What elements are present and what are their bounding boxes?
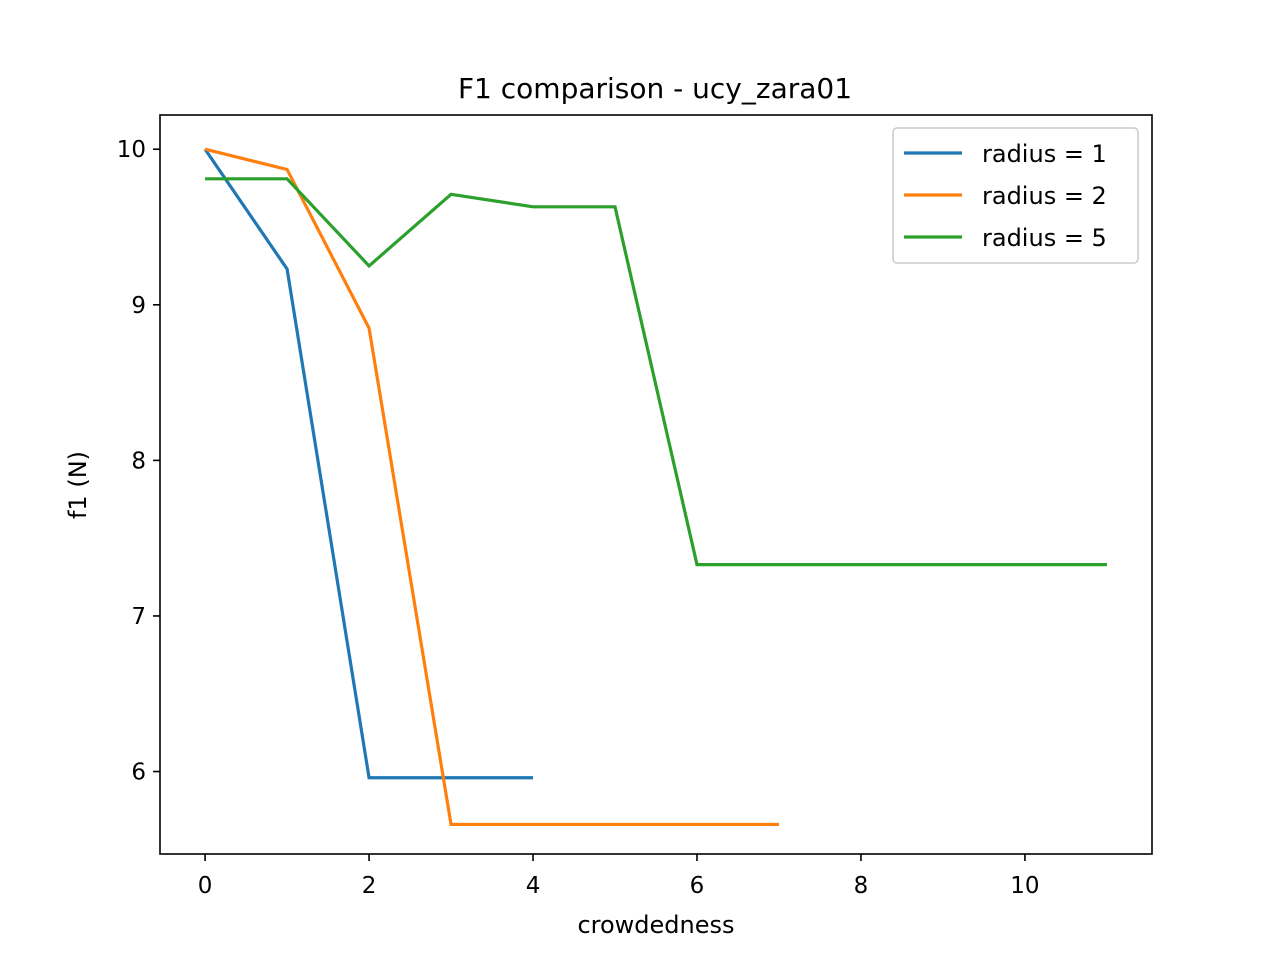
y-tick-label: 10 [117, 137, 146, 163]
y-tick-label: 7 [131, 604, 146, 630]
x-axis-label: crowdedness [577, 911, 734, 939]
series-line-3 [205, 177, 1107, 567]
legend-box [892, 127, 1139, 264]
x-tick-label: 0 [198, 873, 213, 899]
x-tick-label: 2 [362, 873, 377, 899]
legend: radius = 1 radius = 2 radius = 5 [892, 127, 1139, 264]
y-axis: 6 7 8 9 10 [117, 137, 160, 786]
legend-label-2: radius = 2 [982, 182, 1107, 210]
plot-frame [159, 114, 1153, 855]
legend-label-1: radius = 1 [982, 140, 1107, 168]
series-line-1 [203, 148, 534, 780]
y-tick-label: 9 [131, 293, 146, 319]
x-tick-label: 10 [1010, 873, 1039, 899]
plot-area [203, 147, 1107, 827]
series-line-2 [204, 147, 779, 827]
chart-title: F1 comparison - ucy_zara01 [458, 72, 852, 105]
x-axis: 0 2 4 6 8 10 [198, 854, 1040, 899]
y-tick-label: 6 [131, 760, 146, 786]
legend-label-3: radius = 5 [982, 224, 1107, 252]
y-axis-label: f1 (N) [64, 451, 92, 519]
x-tick-label: 6 [690, 873, 705, 899]
x-tick-label: 8 [854, 873, 869, 899]
x-tick-label: 4 [526, 873, 541, 899]
y-tick-label: 8 [131, 448, 146, 474]
